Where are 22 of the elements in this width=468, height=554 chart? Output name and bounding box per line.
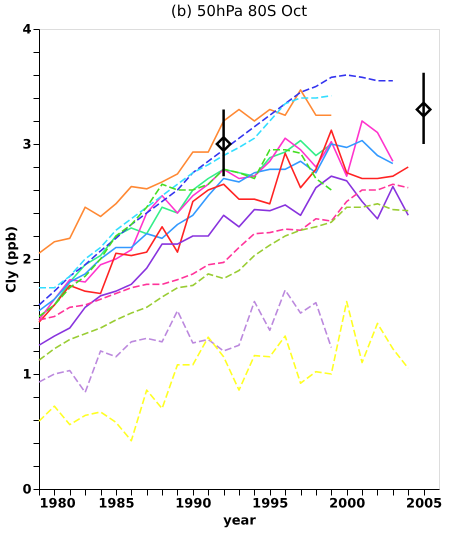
x-axis-title: year [223,514,256,528]
y-axis-title: Cly (ppb) [4,226,20,293]
line-series [38,89,332,254]
line-series [38,183,410,321]
line-series [38,94,332,289]
x-tick-label: 1980 [40,496,76,512]
x-tick-label: 1995 [252,496,288,512]
x-tick-label: 1985 [98,496,135,512]
y-tick-label: 1 [22,368,32,382]
line-series [38,203,410,361]
x-tick-label: 2000 [329,496,366,512]
x-tick-label: 1990 [175,496,212,512]
x-tick-label: 2005 [406,496,442,512]
y-tick-label: 2 [22,252,32,268]
y-tick-label: 3 [22,138,32,152]
line-series [38,289,332,394]
line-series [38,300,410,442]
chart-title: (b) 50hPa 80S Oct [170,2,308,20]
y-tick-label: 4 [22,22,32,38]
y-tick-label: 0 [22,482,32,498]
line-series [38,175,410,346]
line-series [38,74,394,306]
